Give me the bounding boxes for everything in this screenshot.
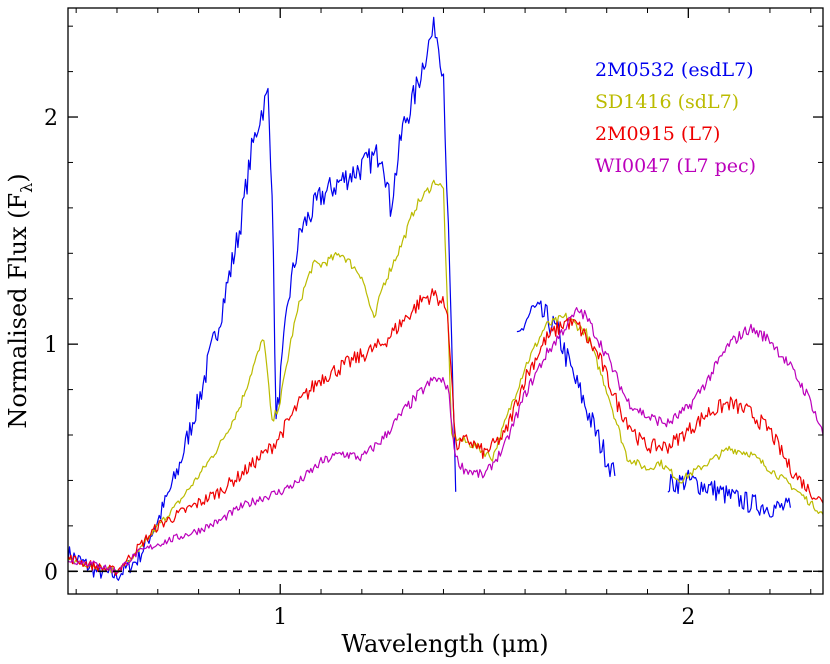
series-line-2m0915-segment-1 bbox=[68, 288, 823, 576]
plot-frame bbox=[67, 7, 824, 595]
legend-entry-sd1416: SD1416 (sdL7) bbox=[595, 91, 739, 113]
legend-entry-wi0047: WI0047 (L7 pec) bbox=[595, 155, 756, 177]
y-axis-label: Normalised Flux (Fλ) bbox=[4, 173, 36, 428]
series-group bbox=[68, 16, 823, 581]
legend: 2M0532 (esdL7) SD1416 (sdL7) 2M0915 (L7) WI… bbox=[595, 59, 756, 177]
x-axis-label: Wavelength (μm) bbox=[341, 630, 548, 658]
series-line-sd1416-segment-1 bbox=[68, 179, 823, 574]
ticks-group: 1 2 0 1 2 bbox=[44, 8, 823, 630]
legend-entry-2m0915: 2M0915 (L7) bbox=[595, 123, 720, 145]
series-line-2m0532-segment-2 bbox=[516, 300, 616, 478]
x-tick-label-2: 2 bbox=[681, 605, 695, 630]
x-tick-label-1: 1 bbox=[273, 605, 287, 630]
y-tick-label-0: 0 bbox=[44, 560, 58, 585]
series-line-wi0047-segment-1 bbox=[68, 307, 823, 574]
legend-entry-2m0532: 2M0532 (esdL7) bbox=[595, 59, 754, 81]
y-axis-label-sub: λ bbox=[17, 183, 36, 193]
y-tick-label-2: 2 bbox=[44, 106, 58, 131]
series-line-2m0532-segment-3 bbox=[667, 469, 791, 518]
series-line-2m0532-segment-1 bbox=[68, 16, 457, 581]
y-tick-label-1: 1 bbox=[44, 333, 58, 358]
